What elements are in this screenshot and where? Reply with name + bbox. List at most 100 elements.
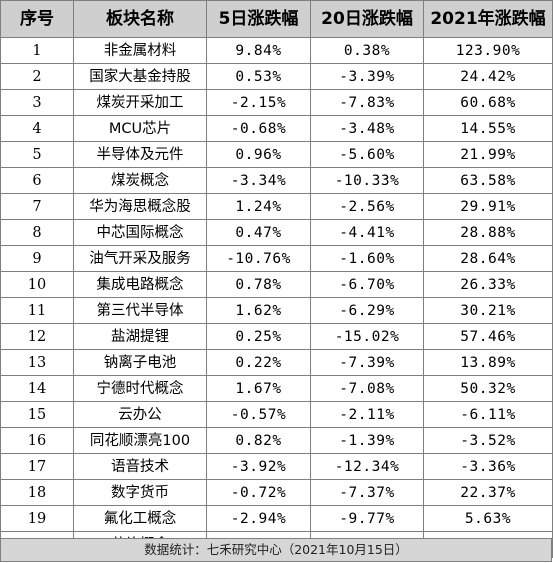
sector-name-cell: 宁德时代概念 <box>73 375 207 402</box>
sector-name-cell: 云办公 <box>73 401 207 428</box>
change-2021-cell: -6.11% <box>423 401 553 428</box>
row-index-cell: 3 <box>0 89 74 116</box>
change-20day-cell: -1.39% <box>310 427 424 454</box>
sector-name-cell: 同花顺漂亮100 <box>73 427 207 454</box>
change-5day-cell: -0.57% <box>206 401 311 428</box>
table-row: 8 中芯国际概念 0.47% -4.41% 28.88% <box>0 219 553 246</box>
change-20day-cell: -1.60% <box>310 245 424 272</box>
sector-name-cell: 油气开采及服务 <box>73 245 207 272</box>
table-row: 1 非金属材料 9.84% 0.38% 123.90% <box>0 37 553 64</box>
sector-name-cell: 非金属材料 <box>73 37 207 64</box>
row-index-cell: 13 <box>0 349 74 376</box>
change-5day-cell: -0.72% <box>206 479 311 506</box>
sector-name-cell: MCU芯片 <box>73 115 207 142</box>
change-5day-cell: -3.34% <box>206 167 311 194</box>
table-row: 4 MCU芯片 -0.68% -3.48% 14.55% <box>0 115 553 142</box>
change-5day-cell: 0.47% <box>206 219 311 246</box>
table-row: 9 油气开采及服务 -10.76% -1.60% 28.64% <box>0 245 553 272</box>
row-index-cell: 17 <box>0 453 74 480</box>
row-index-cell: 18 <box>0 479 74 506</box>
change-20day-cell: -12.34% <box>310 453 424 480</box>
change-2021-cell: 13.89% <box>423 349 553 376</box>
change-20day-cell: -9.77% <box>310 505 424 532</box>
change-5day-cell: 1.67% <box>206 375 311 402</box>
table-row: 5 半导体及元件 0.96% -5.60% 21.99% <box>0 141 553 168</box>
change-20day-cell: -7.37% <box>310 479 424 506</box>
change-2021-cell: 123.90% <box>423 37 553 64</box>
change-5day-cell: -0.68% <box>206 115 311 142</box>
change-2021-cell: 24.42% <box>423 63 553 90</box>
sector-name-cell: 语音技术 <box>73 453 207 480</box>
row-index-cell: 5 <box>0 141 74 168</box>
table-row: 7 华为海思概念股 1.24% -2.56% 29.91% <box>0 193 553 220</box>
change-2021-cell: 60.68% <box>423 89 553 116</box>
table-body: 1 非金属材料 9.84% 0.38% 123.90% 2 国家大基金持股 0.53% -3.3… <box>0 37 553 558</box>
sector-name-cell: 华为海思概念股 <box>73 193 207 220</box>
row-index-cell: 1 <box>0 37 74 64</box>
change-2021-cell: 57.46% <box>423 323 553 350</box>
sector-name-cell: 中芯国际概念 <box>73 219 207 246</box>
change-2021-cell: -3.52% <box>423 427 553 454</box>
row-index-cell: 10 <box>0 271 74 298</box>
change-2021-cell: -3.36% <box>423 453 553 480</box>
change-5day-cell: -3.92% <box>206 453 311 480</box>
table-row: 16 同花顺漂亮100 0.82% -1.39% -3.52% <box>0 427 553 454</box>
header-row: 序号 板块名称 5日涨跌幅 20日涨跌幅 2021年涨跌幅 <box>0 0 553 38</box>
change-5day-cell: -2.15% <box>206 89 311 116</box>
change-5day-cell: 0.25% <box>206 323 311 350</box>
row-index-cell: 11 <box>0 297 74 324</box>
table-row: 10 集成电路概念 0.78% -6.70% 26.33% <box>0 271 553 298</box>
change-5day-cell: 0.78% <box>206 271 311 298</box>
header-index: 序号 <box>0 0 74 38</box>
change-5day-cell: -2.94% <box>206 505 311 532</box>
change-2021-cell: 30.21% <box>423 297 553 324</box>
row-index-cell: 4 <box>0 115 74 142</box>
change-5day-cell: 1.62% <box>206 297 311 324</box>
change-20day-cell: -10.33% <box>310 167 424 194</box>
table-row: 6 煤炭概念 -3.34% -10.33% 63.58% <box>0 167 553 194</box>
change-20day-cell: -5.60% <box>310 141 424 168</box>
table-row: 3 煤炭开采加工 -2.15% -7.83% 60.68% <box>0 89 553 116</box>
table-row: 17 语音技术 -3.92% -12.34% -3.36% <box>0 453 553 480</box>
change-2021-cell: 50.32% <box>423 375 553 402</box>
header-sector-name: 板块名称 <box>73 0 207 38</box>
row-index-cell: 6 <box>0 167 74 194</box>
change-20day-cell: -6.70% <box>310 271 424 298</box>
change-20day-cell: -3.48% <box>310 115 424 142</box>
change-5day-cell: 0.53% <box>206 63 311 90</box>
sector-name-cell: 煤炭概念 <box>73 167 207 194</box>
change-20day-cell: -4.41% <box>310 219 424 246</box>
table-row: 12 盐湖提锂 0.25% -15.02% 57.46% <box>0 323 553 350</box>
change-2021-cell: 28.88% <box>423 219 553 246</box>
change-2021-cell: 29.91% <box>423 193 553 220</box>
change-20day-cell: -2.11% <box>310 401 424 428</box>
sector-name-cell: 半导体及元件 <box>73 141 207 168</box>
header-5day-change: 5日涨跌幅 <box>206 0 311 38</box>
change-5day-cell: 1.24% <box>206 193 311 220</box>
sector-name-cell: 钠离子电池 <box>73 349 207 376</box>
row-index-cell: 12 <box>0 323 74 350</box>
row-index-cell: 9 <box>0 245 74 272</box>
row-index-cell: 8 <box>0 219 74 246</box>
change-2021-cell: 21.99% <box>423 141 553 168</box>
header-2021-change: 2021年涨跌幅 <box>423 0 553 38</box>
change-20day-cell: 0.38% <box>310 37 424 64</box>
table-row: 19 氟化工概念 -2.94% -9.77% 5.63% <box>0 505 553 532</box>
change-2021-cell: 28.64% <box>423 245 553 272</box>
row-index-cell: 7 <box>0 193 74 220</box>
change-5day-cell: -10.76% <box>206 245 311 272</box>
sector-name-cell: 数字货币 <box>73 479 207 506</box>
change-2021-cell: 63.58% <box>423 167 553 194</box>
change-20day-cell: -6.29% <box>310 297 424 324</box>
row-index-cell: 2 <box>0 63 74 90</box>
change-2021-cell: 5.63% <box>423 505 553 532</box>
sector-name-cell: 氟化工概念 <box>73 505 207 532</box>
change-5day-cell: 0.96% <box>206 141 311 168</box>
change-20day-cell: -7.83% <box>310 89 424 116</box>
change-5day-cell: 0.82% <box>206 427 311 454</box>
row-index-cell: 19 <box>0 505 74 532</box>
table-row: 15 云办公 -0.57% -2.11% -6.11% <box>0 401 553 428</box>
change-20day-cell: -2.56% <box>310 193 424 220</box>
